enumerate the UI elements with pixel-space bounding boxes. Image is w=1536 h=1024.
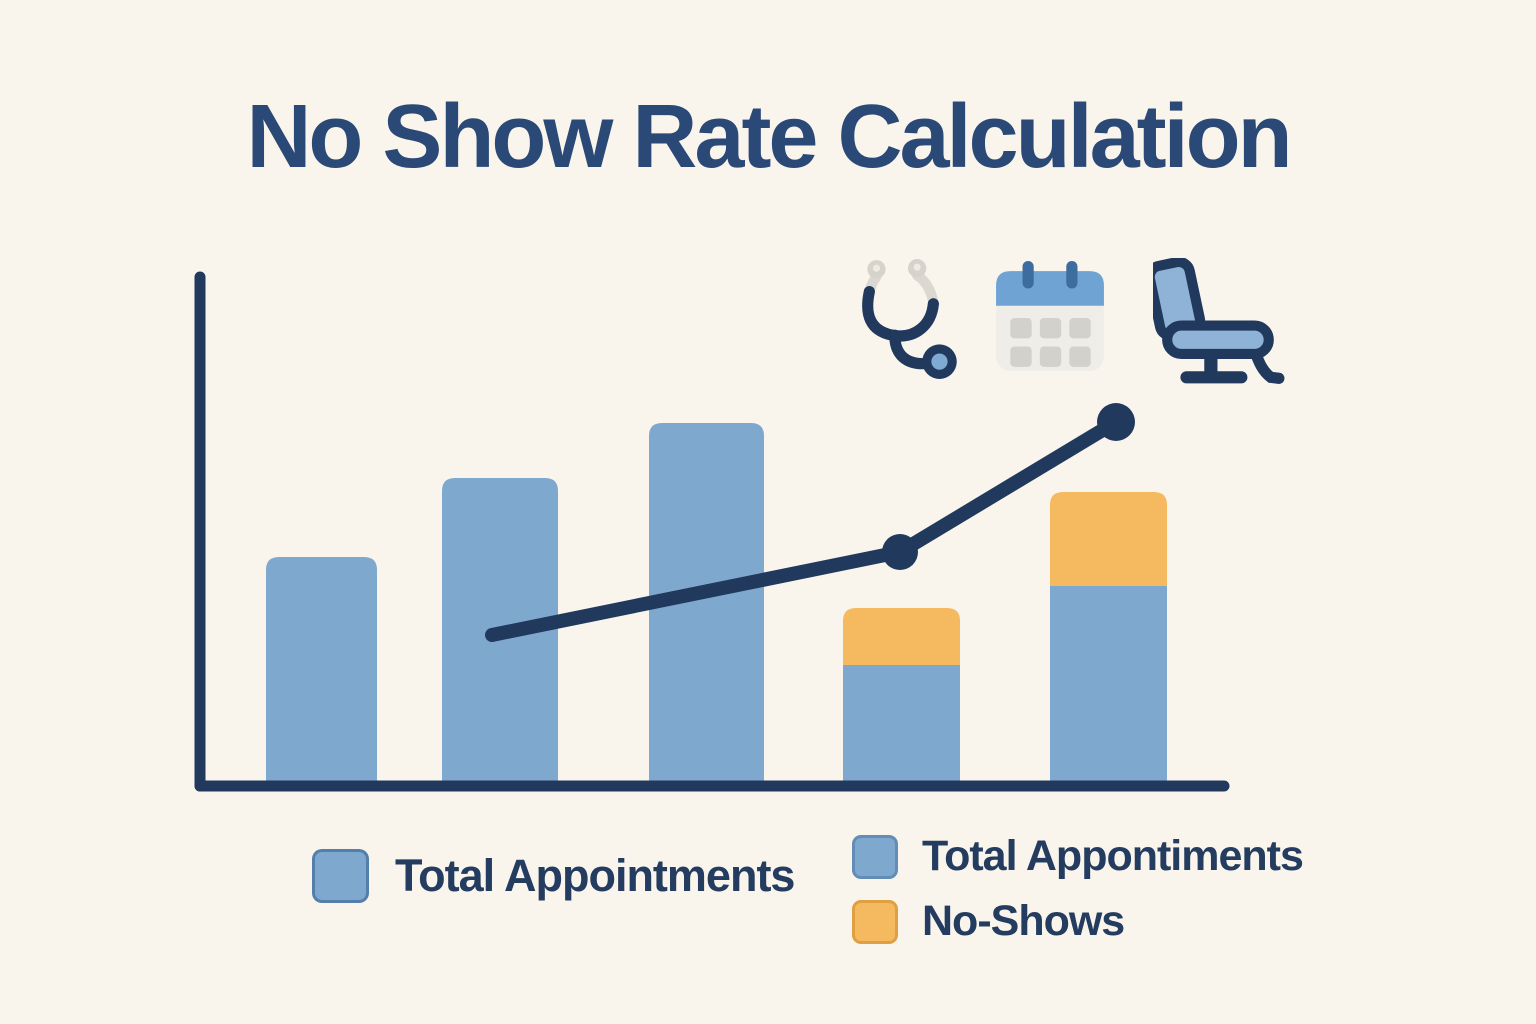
calendar-icon [996, 261, 1104, 371]
legend-label-total-appointments: Total Appointments [395, 850, 795, 901]
stethoscope-icon [862, 259, 957, 379]
legend-row-total-appointments: Total Appontiments [852, 832, 1304, 881]
chair-icon [1153, 258, 1285, 384]
legend-stacked-bars: Total Appontiments No-Shows [852, 832, 1304, 946]
legend-swatch-blue [312, 849, 369, 903]
legend-total-appointments: Total Appointments [312, 849, 795, 903]
legend-swatch-orange [852, 899, 898, 944]
legend-label-total-appointments: Total Appontiments [922, 832, 1304, 880]
page-title: No Show Rate Calculation [246, 87, 1292, 187]
legend-swatch-blue [852, 834, 898, 879]
legend-label-no-shows: No-Shows [922, 897, 1125, 945]
legend-row-no-shows: No-Shows [852, 897, 1125, 946]
